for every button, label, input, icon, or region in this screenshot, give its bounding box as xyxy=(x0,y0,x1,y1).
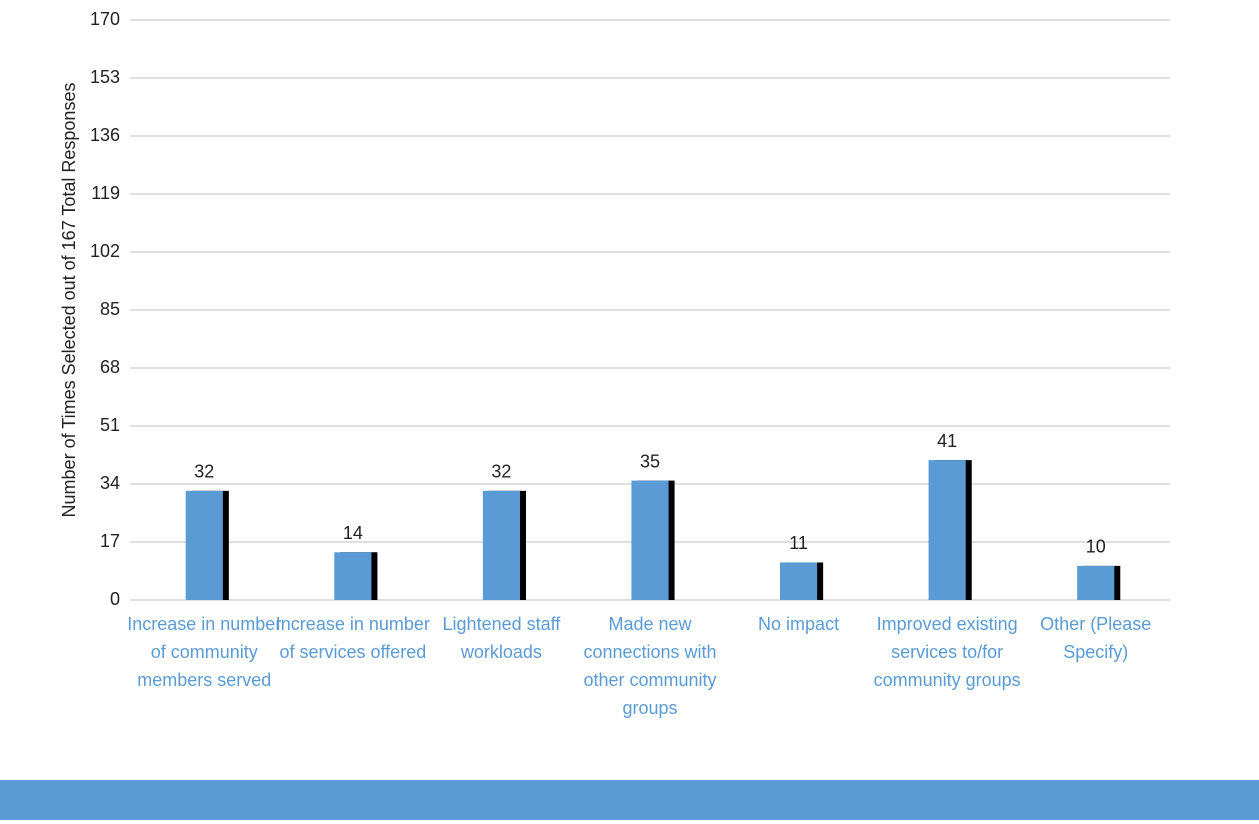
y-tick-label: 34 xyxy=(100,473,120,493)
footer-band xyxy=(0,780,1259,820)
y-tick-label: 153 xyxy=(90,67,120,87)
data-label: 41 xyxy=(937,431,957,451)
bar xyxy=(334,552,372,600)
y-tick-label: 85 xyxy=(100,299,120,319)
data-label: 32 xyxy=(194,462,214,482)
bar xyxy=(928,460,966,600)
y-tick-label: 68 xyxy=(100,357,120,377)
bar xyxy=(631,480,669,600)
bar xyxy=(780,562,818,600)
x-tick-label: Improved existing services to/for commun… xyxy=(873,614,1021,690)
data-label: 35 xyxy=(640,451,660,471)
data-label: 32 xyxy=(491,462,511,482)
y-tick-label: 119 xyxy=(91,183,120,203)
y-axis-label: Number of Times Selected out of 167 Tota… xyxy=(59,83,79,518)
data-label: 14 xyxy=(343,523,363,543)
data-label: 10 xyxy=(1086,537,1106,557)
x-tick-label: Lightened staff workloads xyxy=(442,614,561,662)
chart: Number of Times Selected out of 167 Tota… xyxy=(59,9,1170,609)
y-tick-label: 170 xyxy=(90,9,120,29)
y-tick-label: 51 xyxy=(100,415,120,435)
y-tick-label: 0 xyxy=(110,589,120,609)
data-label: 11 xyxy=(789,533,808,553)
bar xyxy=(1077,565,1115,600)
x-tick-label: Other (Please Specify) xyxy=(1040,614,1152,662)
x-tick-label: Made new connections with other communit… xyxy=(583,614,717,718)
x-tick-label: Increase in number of community members … xyxy=(127,614,282,690)
y-tick-label: 136 xyxy=(90,125,120,145)
y-tick-label: 102 xyxy=(90,241,120,261)
x-tick-label: Increase in number of services offered xyxy=(275,614,430,662)
bar xyxy=(482,490,520,600)
y-tick-label: 17 xyxy=(100,531,120,551)
bar xyxy=(185,490,223,600)
x-tick-label: No impact xyxy=(758,614,840,634)
